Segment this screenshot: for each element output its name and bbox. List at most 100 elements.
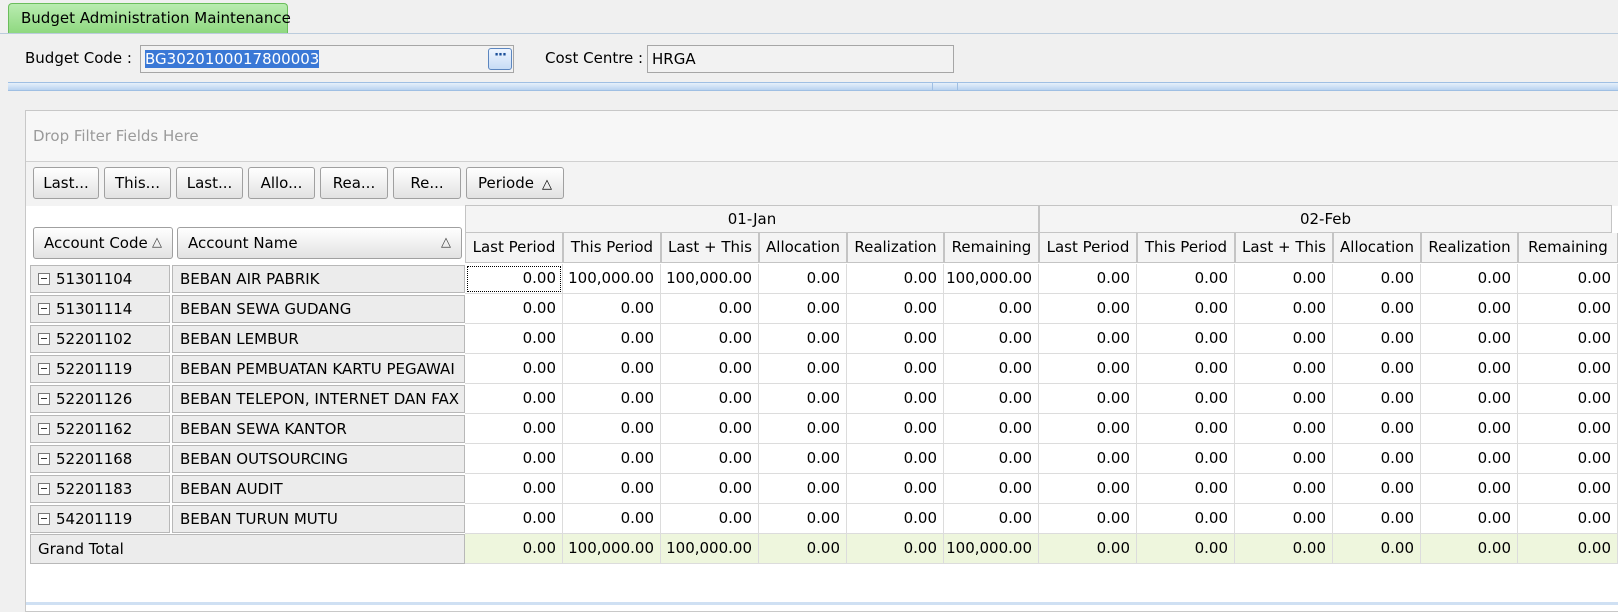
account-code-cell[interactable]: 51301104: [30, 265, 170, 293]
collapse-icon[interactable]: [38, 332, 50, 345]
account-code-cell[interactable]: 52201119: [30, 355, 170, 383]
data-cell[interactable]: 0.00: [1039, 324, 1137, 354]
data-cell[interactable]: 0.00: [1137, 474, 1235, 504]
collapse-icon[interactable]: [38, 272, 50, 285]
data-cell[interactable]: 0.00: [944, 474, 1039, 504]
data-cell[interactable]: 0.00: [759, 504, 847, 534]
data-cell[interactable]: 0.00: [1039, 444, 1137, 474]
collapse-icon[interactable]: [38, 392, 50, 405]
data-cell[interactable]: 0.00: [1518, 504, 1618, 534]
data-cell[interactable]: 0.00: [1518, 384, 1618, 414]
data-cell[interactable]: 0.00: [847, 444, 944, 474]
account-name-cell[interactable]: BEBAN AUDIT: [172, 475, 465, 503]
data-cell[interactable]: 0.00: [944, 384, 1039, 414]
data-cell[interactable]: 0.00: [1137, 384, 1235, 414]
grand-total-cell[interactable]: 0.00: [1235, 534, 1333, 564]
data-cell[interactable]: 0.00: [847, 384, 944, 414]
data-cell[interactable]: 0.00: [465, 264, 563, 294]
data-cell[interactable]: 0.00: [1039, 354, 1137, 384]
data-cell[interactable]: 0.00: [759, 294, 847, 324]
data-field-button[interactable]: Last...: [176, 167, 243, 199]
data-cell[interactable]: 0.00: [1235, 504, 1333, 534]
data-cell[interactable]: 0.00: [1421, 474, 1518, 504]
data-cell[interactable]: 0.00: [1333, 504, 1421, 534]
collapse-icon[interactable]: [38, 362, 50, 375]
data-cell[interactable]: 0.00: [847, 354, 944, 384]
data-cell[interactable]: 100,000.00: [944, 264, 1039, 294]
data-cell[interactable]: 0.00: [465, 504, 563, 534]
data-cell[interactable]: 0.00: [661, 384, 759, 414]
collapse-icon[interactable]: [38, 452, 50, 465]
grand-total-cell[interactable]: 0.00: [1421, 534, 1518, 564]
data-cell[interactable]: 0.00: [1235, 474, 1333, 504]
grand-total-cell[interactable]: 100,000.00: [661, 534, 759, 564]
data-cell[interactable]: 0.00: [759, 444, 847, 474]
data-cell[interactable]: 0.00: [1235, 414, 1333, 444]
grand-total-cell[interactable]: 0.00: [465, 534, 563, 564]
measure-column-header[interactable]: Remaining: [944, 233, 1039, 263]
data-cell[interactable]: 0.00: [1137, 414, 1235, 444]
data-cell[interactable]: 0.00: [1137, 264, 1235, 294]
data-cell[interactable]: 0.00: [563, 324, 661, 354]
browse-ellipsis-button[interactable]: ···: [488, 48, 512, 70]
panel-splitter[interactable]: [8, 82, 1618, 91]
data-cell[interactable]: 0.00: [944, 324, 1039, 354]
data-cell[interactable]: 0.00: [759, 474, 847, 504]
data-cell[interactable]: 0.00: [1421, 444, 1518, 474]
account-code-cell[interactable]: 52201168: [30, 445, 170, 473]
data-cell[interactable]: 0.00: [1421, 324, 1518, 354]
data-cell[interactable]: 0.00: [847, 504, 944, 534]
data-cell[interactable]: 0.00: [1137, 504, 1235, 534]
measure-column-header[interactable]: Last Period: [465, 233, 563, 263]
data-field-button[interactable]: This...: [104, 167, 171, 199]
cost-centre-field[interactable]: HRGA: [647, 45, 954, 73]
data-field-button[interactable]: Allo...: [248, 167, 315, 199]
account-name-cell[interactable]: BEBAN PEMBUATAN KARTU PEGAWAI: [172, 355, 465, 383]
data-cell[interactable]: 0.00: [1039, 294, 1137, 324]
measure-column-header[interactable]: This Period: [1137, 233, 1235, 263]
data-cell[interactable]: 0.00: [563, 474, 661, 504]
data-cell[interactable]: 0.00: [465, 294, 563, 324]
data-cell[interactable]: 0.00: [1333, 324, 1421, 354]
data-cell[interactable]: 0.00: [1518, 354, 1618, 384]
data-cell[interactable]: 0.00: [847, 414, 944, 444]
data-cell[interactable]: 0.00: [759, 354, 847, 384]
data-cell[interactable]: 0.00: [759, 324, 847, 354]
grand-total-cell[interactable]: 0.00: [1333, 534, 1421, 564]
collapse-icon[interactable]: [38, 482, 50, 495]
data-cell[interactable]: 0.00: [1039, 414, 1137, 444]
data-cell[interactable]: 0.00: [1039, 264, 1137, 294]
periode-field-button[interactable]: Periode △: [466, 167, 564, 199]
data-cell[interactable]: 0.00: [1333, 294, 1421, 324]
data-cell[interactable]: 0.00: [944, 444, 1039, 474]
data-cell[interactable]: 0.00: [1421, 264, 1518, 294]
filter-drop-area[interactable]: [26, 111, 1618, 162]
splitter-grip[interactable]: [932, 82, 958, 91]
measure-column-header[interactable]: Last + This: [661, 233, 759, 263]
collapse-icon[interactable]: [38, 302, 50, 315]
measure-column-header[interactable]: Realization: [1421, 233, 1518, 263]
data-cell[interactable]: 0.00: [1235, 384, 1333, 414]
measure-column-header[interactable]: Remaining: [1518, 233, 1618, 263]
data-cell[interactable]: 0.00: [1235, 294, 1333, 324]
account-code-cell[interactable]: 52201126: [30, 385, 170, 413]
data-cell[interactable]: 100,000.00: [661, 264, 759, 294]
data-cell[interactable]: 0.00: [1518, 444, 1618, 474]
account-name-cell[interactable]: BEBAN SEWA KANTOR: [172, 415, 465, 443]
account-code-cell[interactable]: 52201162: [30, 415, 170, 443]
measure-column-header[interactable]: Allocation: [1333, 233, 1421, 263]
data-cell[interactable]: 0.00: [1039, 384, 1137, 414]
data-cell[interactable]: 0.00: [759, 414, 847, 444]
data-cell[interactable]: 0.00: [1421, 294, 1518, 324]
data-cell[interactable]: 0.00: [1235, 354, 1333, 384]
data-cell[interactable]: 0.00: [563, 294, 661, 324]
data-cell[interactable]: 0.00: [1137, 324, 1235, 354]
data-cell[interactable]: 0.00: [1333, 354, 1421, 384]
data-cell[interactable]: 0.00: [847, 474, 944, 504]
data-cell[interactable]: 100,000.00: [563, 264, 661, 294]
measure-column-header[interactable]: Last + This: [1235, 233, 1333, 263]
grand-total-cell[interactable]: 0.00: [759, 534, 847, 564]
data-field-button[interactable]: Re...: [393, 167, 461, 199]
data-cell[interactable]: 0.00: [1235, 264, 1333, 294]
grand-total-cell[interactable]: 100,000.00: [563, 534, 661, 564]
